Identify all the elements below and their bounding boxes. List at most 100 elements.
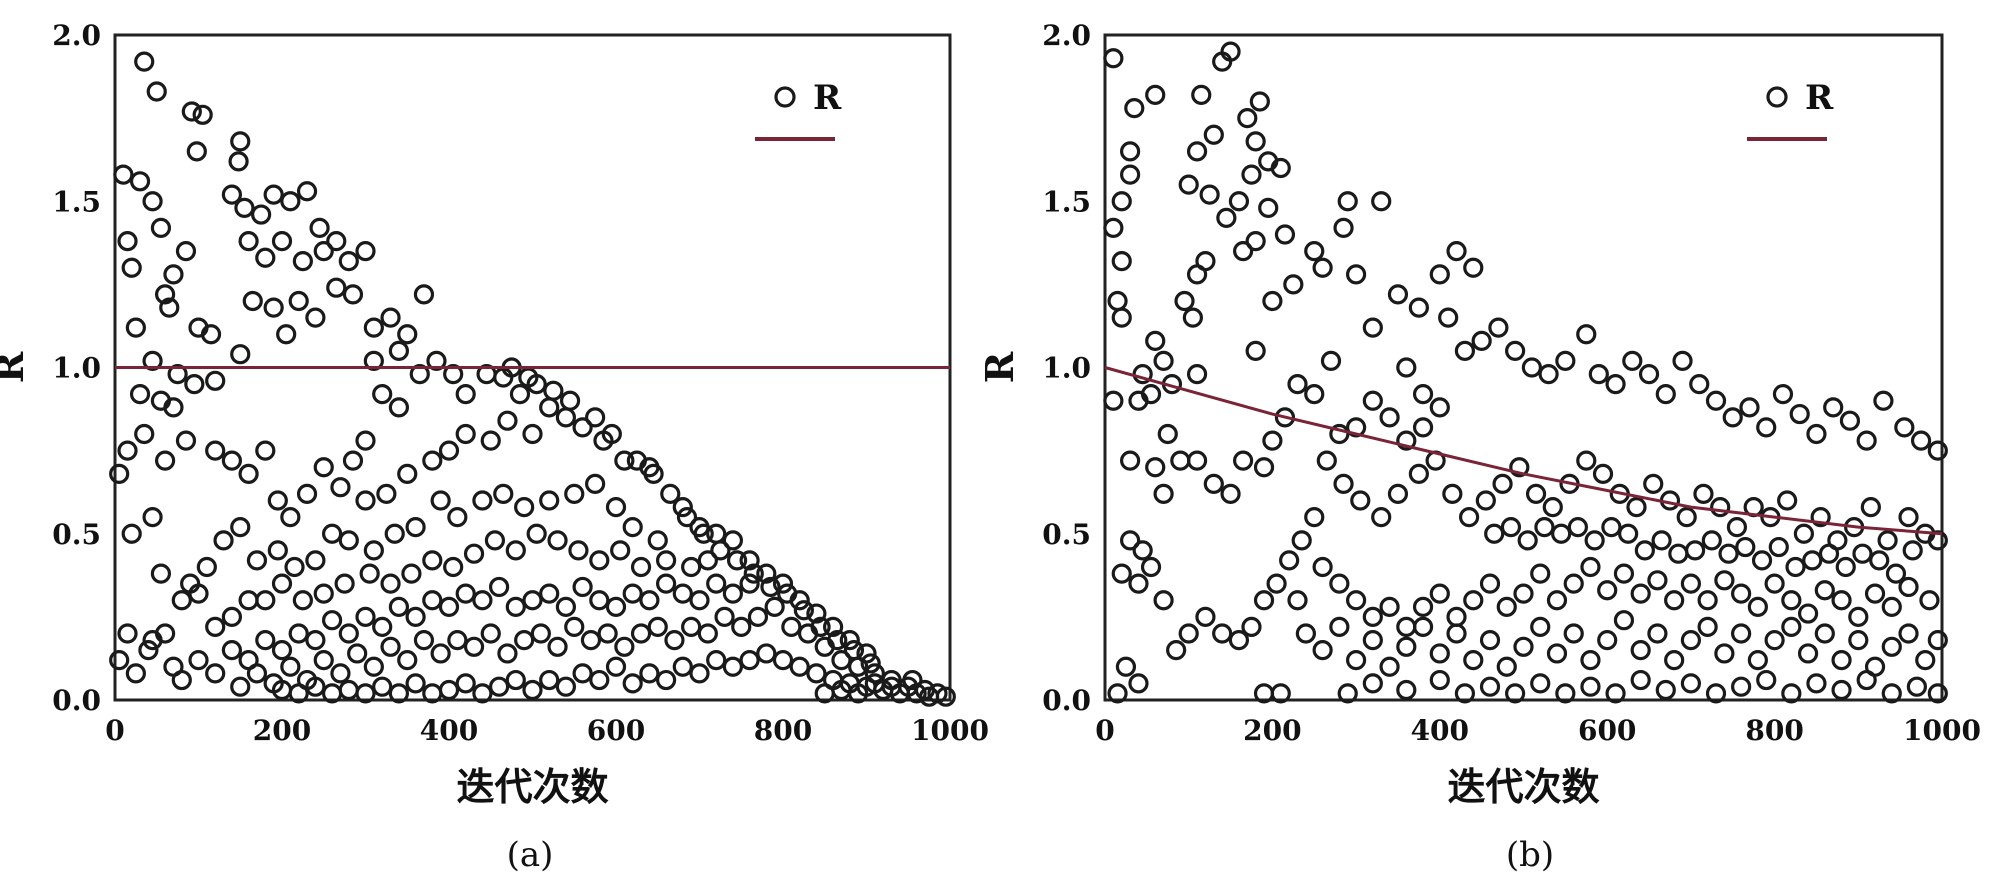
data-point-b-293	[1517, 530, 1538, 551]
data-point-a-303	[726, 550, 748, 571]
data-point-a-307	[660, 483, 681, 504]
data-point-a-5	[230, 131, 251, 152]
data-point-a-19	[121, 257, 142, 278]
data-point-b-263	[1781, 683, 1802, 704]
data-point-a-195	[322, 610, 343, 631]
data-point-b-99	[1910, 430, 1932, 451]
data-point-a-20	[175, 241, 197, 262]
data-point-a-201	[221, 640, 242, 661]
data-point-a-271	[505, 669, 526, 691]
data-point-b-106	[1379, 407, 1400, 428]
data-point-a-110	[284, 556, 305, 578]
data-point-b-232	[1797, 643, 1819, 664]
data-point-a-177	[622, 583, 643, 604]
data-point-b-231	[1781, 616, 1802, 637]
data-point-a-194	[338, 623, 359, 644]
data-point-b-122	[1525, 483, 1547, 504]
data-point-a-160	[125, 663, 146, 684]
data-point-b-234	[1831, 649, 1852, 671]
data-point-a-205	[764, 596, 785, 618]
data-point-a-259	[706, 649, 727, 671]
data-point-b-230	[1764, 630, 1785, 651]
data-point-b-192	[1781, 590, 1802, 611]
data-point-a-163	[756, 563, 777, 584]
data-point-a-70	[363, 350, 384, 371]
data-point-a-172	[706, 573, 727, 594]
x-tick-label-a-4: 800	[754, 714, 812, 747]
data-point-a-267	[572, 663, 593, 684]
data-point-a-46	[205, 370, 226, 391]
data-point-b-159	[1140, 556, 1162, 578]
data-point-b-166	[1345, 590, 1367, 611]
data-point-b-79	[1576, 324, 1597, 345]
data-point-a-244	[280, 656, 301, 677]
data-point-a-10	[263, 184, 284, 205]
data-point-b-277	[1785, 556, 1806, 578]
data-point-b-271	[1885, 563, 1907, 584]
data-point-b-288	[1601, 516, 1622, 538]
data-point-a-54	[205, 440, 226, 461]
data-point-a-234	[447, 630, 468, 651]
data-point-b-58	[1287, 374, 1308, 395]
data-point-a-132	[630, 556, 652, 578]
data-point-b-154	[1212, 623, 1233, 644]
data-point-a-65	[363, 317, 384, 338]
data-point-b-139	[1810, 507, 1831, 528]
data-point-b-242	[1128, 673, 1149, 694]
data-point-b-205	[1345, 649, 1367, 671]
data-point-a-224	[614, 636, 635, 657]
y-tick-label-b-1: 0.5	[1042, 518, 1091, 551]
data-point-a-36	[276, 324, 297, 345]
data-point-a-185	[489, 576, 510, 598]
data-point-a-147	[313, 583, 334, 604]
data-point-b-240	[1927, 630, 1948, 651]
x-tick-label-b-2: 400	[1411, 714, 1469, 747]
data-point-b-196	[1848, 606, 1869, 627]
data-point-b-157	[1166, 640, 1187, 661]
data-point-a-226	[580, 630, 602, 651]
data-point-a-203	[188, 649, 209, 671]
data-point-a-164	[772, 573, 794, 594]
data-point-b-24	[1270, 157, 1291, 179]
y-tick-label-a-1: 0.5	[52, 518, 101, 551]
legend-label-a: R	[813, 78, 842, 118]
data-point-b-64	[1203, 473, 1224, 494]
data-point-b-85	[1672, 350, 1693, 371]
data-point-b-21	[1216, 207, 1237, 228]
data-point-b-287	[1618, 523, 1639, 544]
y-axis-label-a: R	[0, 351, 32, 383]
data-point-b-222	[1630, 640, 1651, 661]
data-point-b-48	[1283, 274, 1304, 295]
data-point-b-257	[1630, 669, 1651, 691]
data-point-a-1	[146, 81, 167, 102]
x-tick-label-b-4: 800	[1745, 714, 1803, 747]
data-point-b-76	[1521, 357, 1542, 378]
chart-panel-b: 0 200 400 600 800 1000 0.0 0.5 1.0 1.5 2.0 迭代次数 R R	[977, 19, 1981, 809]
data-point-a-59	[280, 507, 301, 528]
data-point-a-86	[455, 423, 476, 445]
data-point-b-281	[1718, 543, 1739, 564]
data-point-b-253	[1530, 673, 1551, 694]
data-point-b-219	[1580, 649, 1601, 671]
data-point-a-4	[186, 141, 207, 162]
y-tick-label-b-4: 2.0	[1042, 19, 1091, 52]
data-point-a-175	[655, 573, 677, 594]
data-point-b-129	[1643, 473, 1664, 494]
data-point-b-148	[1291, 530, 1312, 551]
data-point-b-210	[1429, 643, 1450, 664]
data-point-a-144	[380, 573, 401, 594]
data-point-b-269	[1927, 683, 1948, 704]
data-point-a-101	[472, 490, 493, 511]
data-point-b-9	[1111, 307, 1132, 328]
data-point-a-202	[205, 663, 226, 684]
data-point-b-284	[1668, 543, 1689, 564]
caption-b: (b)	[1506, 835, 1554, 875]
data-point-b-56	[1320, 350, 1342, 371]
data-point-b-142	[1860, 497, 1881, 518]
data-point-b-16	[1237, 108, 1258, 129]
data-point-b-68	[1429, 264, 1450, 285]
data-point-b-204	[1329, 616, 1350, 637]
data-point-a-167	[822, 616, 844, 637]
data-point-b-175	[1496, 596, 1517, 618]
data-point-a-298	[810, 616, 831, 637]
